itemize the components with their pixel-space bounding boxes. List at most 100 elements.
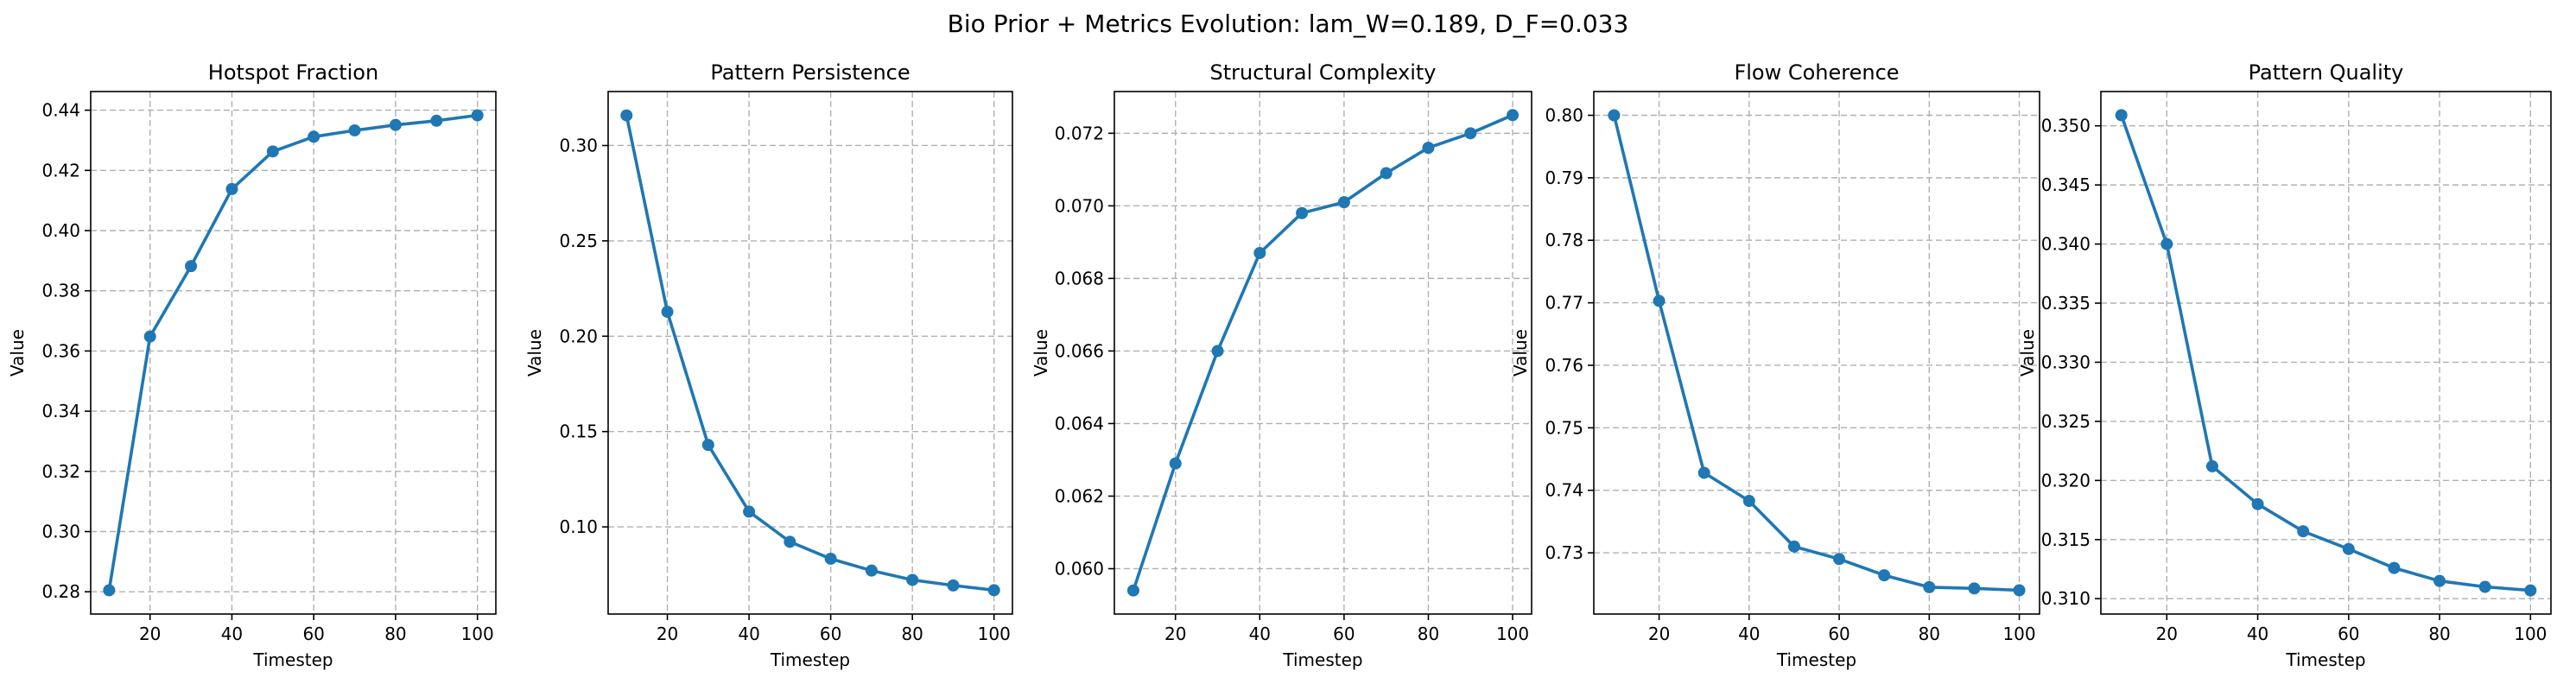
- y-tick-label: 0.072: [1055, 123, 1104, 143]
- plot-frame: [1593, 91, 2040, 615]
- data-point: [2297, 525, 2310, 538]
- subplot-title: Pattern Quality: [2249, 60, 2404, 85]
- y-tick-label: 0.320: [2041, 470, 2091, 491]
- data-point: [143, 330, 156, 343]
- y-tick-label: 0.80: [1545, 105, 1583, 126]
- data-point: [987, 584, 1000, 597]
- y-tick-label: 0.32: [41, 461, 80, 482]
- data-point: [471, 109, 484, 122]
- data-point: [266, 145, 279, 158]
- series-line: [2119, 113, 2533, 592]
- y-tick-label: 0.30: [559, 135, 598, 155]
- data-point: [1464, 127, 1477, 140]
- data-point: [1211, 345, 1224, 358]
- data-point: [1422, 142, 1435, 155]
- x-tick-label: 40: [1738, 624, 1760, 644]
- y-tick-label: 0.30: [41, 522, 80, 542]
- data-point: [2251, 497, 2264, 510]
- y-tick-label: 0.73: [1545, 542, 1583, 563]
- data-point: [2388, 561, 2401, 574]
- y-tick-label: 0.330: [2041, 352, 2091, 372]
- subplot-title: Pattern Persistence: [710, 60, 910, 85]
- data-point: [620, 109, 633, 122]
- x-tick-label: 60: [1333, 624, 1355, 644]
- y-axis-label: Value: [524, 329, 545, 377]
- data-point: [1653, 294, 1666, 307]
- subplot-3: 20 40 60 80 100 0.060 0.062 0.064 0.066 0.068 0.07…: [1031, 60, 1532, 670]
- subplot-2: 20 40 60 80 100 0.10 0.15 0.20 0.25 0.30 Pattern P…: [524, 60, 1013, 670]
- y-tick-label: 0.75: [1545, 417, 1583, 438]
- y-tick-label: 0.36: [41, 340, 80, 361]
- y-tick-label: 0.345: [2041, 174, 2091, 195]
- y-tick-label: 0.20: [559, 326, 598, 346]
- data-point: [1380, 167, 1393, 180]
- y-axis-label: Value: [1031, 329, 1051, 377]
- x-tick-label: 80: [2428, 624, 2450, 644]
- y-tick-label: 0.315: [2041, 529, 2091, 550]
- plot-frame: [1114, 91, 1532, 615]
- series-line: [625, 113, 996, 592]
- x-axis-label: Timestep: [770, 649, 850, 670]
- data-point: [784, 535, 796, 548]
- x-tick-label: 80: [1919, 624, 1940, 644]
- y-tick-label: 0.325: [2041, 411, 2091, 432]
- subplot-title: Structural Complexity: [1210, 60, 1437, 85]
- x-axis-label: Timestep: [1282, 649, 1362, 670]
- y-tick-label: 0.062: [1055, 485, 1104, 506]
- y-tick-label: 0.40: [41, 220, 80, 241]
- data-point: [1742, 495, 1755, 508]
- y-tick-label: 0.064: [1055, 413, 1104, 434]
- data-point: [185, 260, 198, 273]
- x-tick-label: 20: [139, 624, 161, 644]
- y-tick-label: 0.76: [1545, 355, 1583, 376]
- y-tick-label: 0.340: [2041, 234, 2091, 255]
- y-tick-label: 0.77: [1545, 293, 1583, 314]
- series-line: [1612, 113, 2021, 592]
- data-point: [1787, 540, 1800, 553]
- data-point: [661, 306, 674, 319]
- data-point: [1253, 246, 1266, 259]
- x-axis-label: Timestep: [2285, 649, 2365, 670]
- x-tick-label: 100: [978, 624, 1011, 644]
- data-point: [2433, 574, 2446, 587]
- x-tick-label: 80: [384, 624, 406, 644]
- plot-frame: [90, 91, 497, 615]
- y-tick-label: 0.25: [559, 231, 598, 251]
- y-axis-label: Value: [7, 329, 28, 377]
- y-tick-label: 0.335: [2041, 293, 2091, 314]
- figure-title: Bio Prior + Metrics Evolution: lam_W=0.1…: [948, 10, 1629, 38]
- y-tick-label: 0.060: [1055, 558, 1104, 579]
- data-point: [2160, 238, 2173, 250]
- subplot-5: 20 40 60 80 100 0.310 0.315 0.320 0.325 0.330 0.33…: [2017, 60, 2552, 670]
- data-point: [906, 573, 919, 586]
- data-point: [743, 505, 756, 518]
- x-tick-label: 40: [221, 624, 243, 644]
- data-point: [2342, 542, 2355, 555]
- data-point: [2205, 459, 2218, 472]
- data-point: [430, 114, 443, 127]
- x-tick-label: 60: [1828, 624, 1850, 644]
- data-point: [308, 130, 320, 143]
- x-tick-label: 60: [820, 624, 841, 644]
- y-tick-label: 0.78: [1545, 230, 1583, 250]
- y-tick-label: 0.15: [559, 421, 598, 442]
- data-point: [824, 552, 837, 565]
- y-tick-label: 0.38: [41, 281, 80, 301]
- subplot-4: 20 40 60 80 100 0.73 0.74 0.75 0.76 0.77 0.78 0.79 0…: [1510, 60, 2040, 670]
- data-point: [865, 564, 878, 577]
- x-axis-label: Timestep: [252, 649, 333, 670]
- series-line: [1132, 113, 1514, 592]
- x-tick-label: 40: [2247, 624, 2268, 644]
- y-tick-label: 0.74: [1545, 480, 1583, 501]
- subplot-1: 20 40 60 80 100 0.28 0.30 0.32 0.34 0.36 0.38 0.40 0…: [7, 60, 497, 670]
- x-axis-label: Timestep: [1776, 649, 1856, 670]
- subplot-title: Hotspot Fraction: [208, 60, 378, 85]
- data-point: [2524, 584, 2537, 597]
- x-tick-label: 20: [1164, 624, 1186, 644]
- y-tick-label: 0.310: [2041, 588, 2091, 609]
- data-point: [2013, 584, 2026, 597]
- y-tick-label: 0.350: [2041, 116, 2091, 136]
- y-tick-label: 0.79: [1545, 168, 1583, 188]
- x-tick-label: 20: [1648, 624, 1670, 644]
